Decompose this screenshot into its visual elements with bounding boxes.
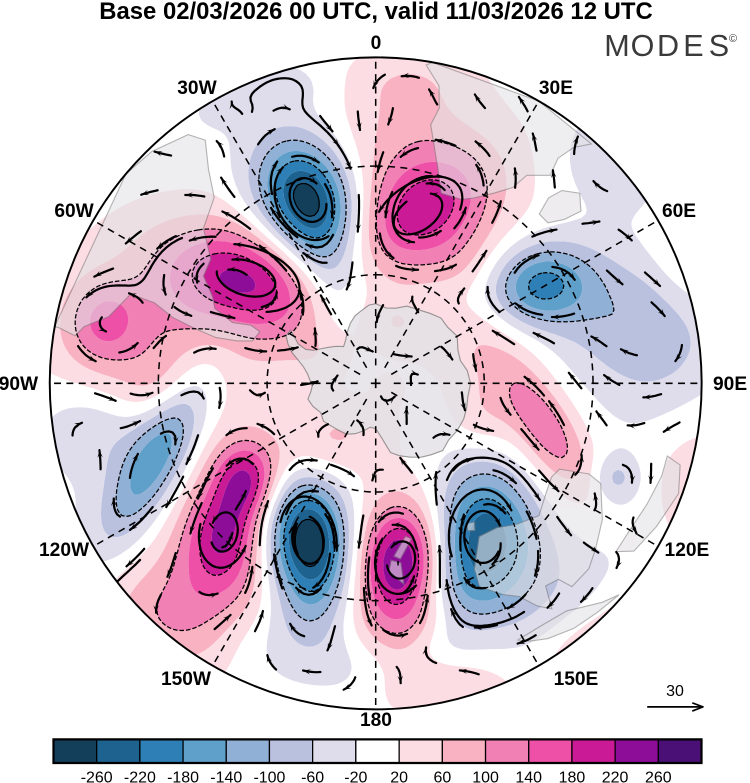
svg-text:220: 220 [602,770,629,783]
svg-text:180: 180 [360,710,392,731]
svg-text:M: M [604,29,629,63]
svg-text:120E: 120E [665,540,710,561]
svg-text:S: S [709,29,729,63]
svg-text:-20: -20 [344,770,367,783]
svg-text:60W: 60W [54,201,94,222]
svg-text:-260: -260 [81,770,113,783]
svg-text:90W: 90W [0,374,39,395]
svg-text:30W: 30W [177,78,217,99]
svg-text:150W: 150W [161,669,212,690]
svg-text:-220: -220 [124,770,156,783]
svg-text:260: 260 [645,770,672,783]
svg-text:60E: 60E [662,201,696,222]
svg-text:20: 20 [390,770,408,783]
svg-text:180: 180 [559,770,586,783]
svg-text:-100: -100 [253,770,285,783]
svg-text:©: © [729,33,738,45]
svg-text:120W: 120W [39,540,90,561]
svg-text:0: 0 [371,33,382,54]
svg-text:140: 140 [515,770,542,783]
svg-text:100: 100 [472,770,499,783]
svg-text:60: 60 [433,770,451,783]
svg-text:D: D [657,29,679,63]
svg-text:-180: -180 [167,770,199,783]
svg-text:-60: -60 [301,770,324,783]
svg-text:E: E [683,29,703,63]
svg-text:Base 02/03/2026 00 UTC, valid: Base 02/03/2026 00 UTC, valid 11/03/2026… [99,0,652,25]
svg-text:-140: -140 [210,770,242,783]
svg-text:O: O [631,29,655,63]
svg-text:150E: 150E [554,669,599,690]
svg-text:30: 30 [666,683,684,700]
svg-text:90E: 90E [713,374,747,395]
svg-text:30E: 30E [539,78,573,99]
